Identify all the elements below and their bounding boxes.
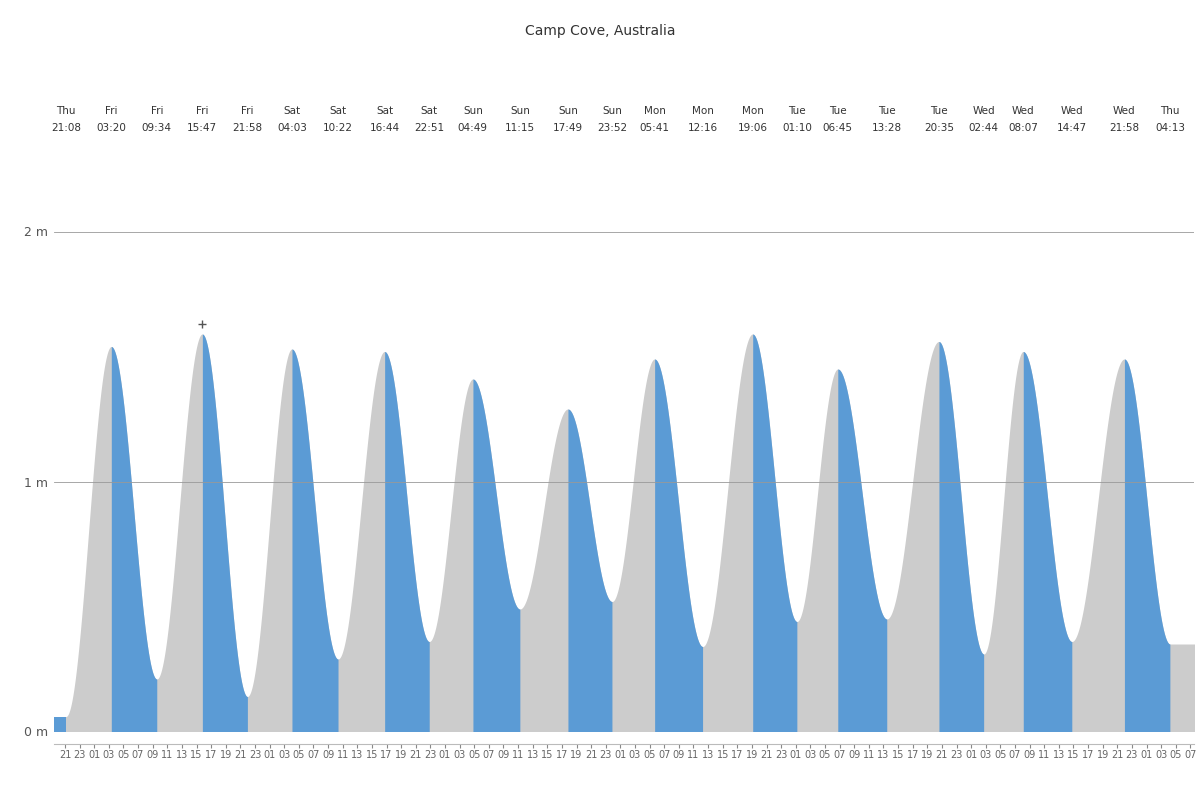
Text: 03:20: 03:20 [96,123,126,133]
Text: Fri: Fri [241,106,253,116]
Text: Tue: Tue [788,106,805,116]
Text: Wed: Wed [1114,106,1135,116]
Text: Sun: Sun [602,106,622,116]
Text: 04:49: 04:49 [458,123,488,133]
Text: Sat: Sat [376,106,394,116]
Text: 21:08: 21:08 [50,123,80,133]
Text: 08:07: 08:07 [1008,123,1038,133]
Text: 04:03: 04:03 [277,123,307,133]
Text: Thu: Thu [56,106,76,116]
Text: Mon: Mon [691,106,714,116]
Text: Camp Cove, Australia: Camp Cove, Australia [524,24,676,38]
Text: Thu: Thu [1160,106,1180,116]
Text: 17:49: 17:49 [553,123,583,133]
Text: Fri: Fri [196,106,209,116]
Text: 13:28: 13:28 [871,123,902,133]
Text: Sun: Sun [463,106,482,116]
Text: Wed: Wed [972,106,995,116]
Text: 06:45: 06:45 [823,123,853,133]
Text: Tue: Tue [878,106,895,116]
Text: 12:16: 12:16 [688,123,718,133]
Text: 16:44: 16:44 [370,123,400,133]
Text: 05:41: 05:41 [640,123,670,133]
Text: 15:47: 15:47 [187,123,217,133]
Text: 22:51: 22:51 [414,123,444,133]
Text: 09:34: 09:34 [142,123,172,133]
Text: 23:52: 23:52 [598,123,628,133]
Text: Sun: Sun [510,106,530,116]
Text: 21:58: 21:58 [1109,123,1139,133]
Text: 01:10: 01:10 [782,123,812,133]
Text: 19:06: 19:06 [738,123,768,133]
Text: Sat: Sat [283,106,300,116]
Text: Sat: Sat [330,106,347,116]
Text: Wed: Wed [1061,106,1084,116]
Text: 14:47: 14:47 [1057,123,1087,133]
Text: 10:22: 10:22 [323,123,353,133]
Text: Mon: Mon [742,106,763,116]
Text: Sat: Sat [421,106,438,116]
Text: Tue: Tue [930,106,948,116]
Text: 04:13: 04:13 [1156,123,1186,133]
Text: Fri: Fri [104,106,118,116]
Text: 11:15: 11:15 [505,123,535,133]
Text: Mon: Mon [643,106,666,116]
Text: Tue: Tue [829,106,846,116]
Text: Fri: Fri [150,106,163,116]
Text: Sun: Sun [558,106,577,116]
Text: 02:44: 02:44 [968,123,998,133]
Text: Wed: Wed [1012,106,1034,116]
Text: 20:35: 20:35 [924,123,954,133]
Text: 21:58: 21:58 [233,123,263,133]
